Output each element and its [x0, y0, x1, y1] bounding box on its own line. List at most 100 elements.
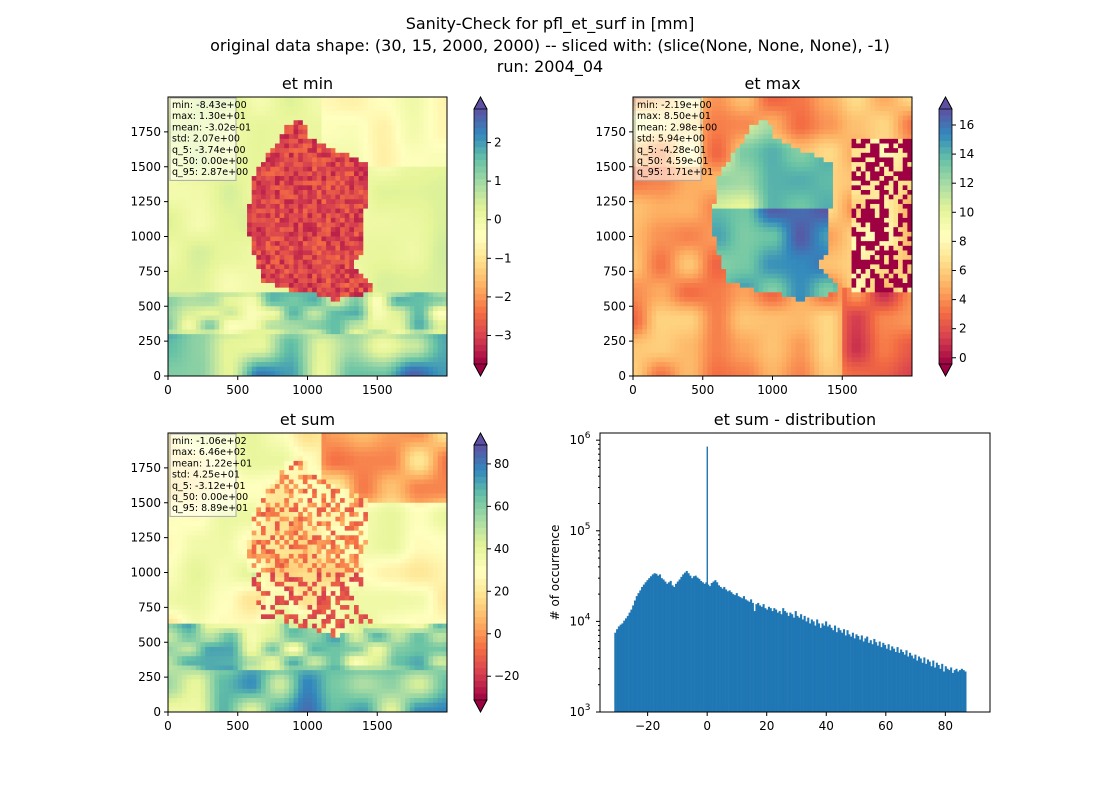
histogram-bar [859, 639, 862, 712]
histogram-bar [667, 582, 670, 712]
histogram-bar [910, 655, 913, 712]
histogram-bar [801, 619, 804, 712]
stats-line: max: 6.46e+02 [172, 447, 246, 458]
histogram-bar [800, 614, 803, 712]
histogram-bar [773, 608, 776, 712]
y-tick-label: 1500 [595, 160, 626, 174]
histogram-bar [755, 604, 758, 712]
histogram-bar [948, 670, 951, 712]
x-tick-label: 1000 [757, 383, 788, 397]
histogram-bar [937, 665, 940, 712]
histogram-bar [885, 648, 888, 712]
x-tick-label: 500 [226, 383, 249, 397]
stats-line: mean: 1.22e+01 [172, 458, 252, 469]
histogram-bar [764, 608, 767, 712]
histogram-bar [719, 586, 722, 712]
heatmap-panel-2: et max 0 500 1000 1500 0 250 500 750 1000 1250 1500… [595, 74, 974, 397]
histogram-bar [767, 606, 770, 712]
histogram-bar [632, 605, 635, 712]
x-tick-label: 0 [164, 719, 172, 733]
histogram-bar [903, 654, 906, 712]
y-tick-label: 104 [569, 612, 590, 628]
histogram-bar [762, 604, 765, 712]
y-tick-label: 1750 [130, 125, 161, 139]
colorbar-frame [473, 96, 488, 377]
stats-box [169, 97, 237, 181]
stats-line: min: -2.19e+00 [637, 100, 712, 111]
histogram-bar [758, 605, 762, 712]
histogram-bar [844, 635, 847, 712]
colorbar-extend-bottom [938, 363, 953, 377]
histogram-bar [676, 581, 679, 712]
histogram-bar [646, 580, 649, 712]
y-tick-label: 1000 [130, 566, 161, 580]
histogram-bar [700, 580, 703, 712]
x-tick-label: 0 [629, 383, 637, 397]
x-tick-label: 1500 [362, 719, 393, 733]
y-tick-label: 1000 [595, 230, 626, 244]
histogram-bar [760, 606, 763, 712]
histogram-bar [662, 579, 665, 712]
heatmap-image [168, 97, 448, 377]
histogram-bar [653, 573, 656, 712]
histogram-bar [932, 660, 935, 712]
histogram-bar [925, 663, 928, 712]
histogram-bar [710, 583, 713, 712]
histogram-bar [728, 590, 731, 712]
colorbar-frame [473, 432, 488, 713]
histogram-bar [867, 642, 871, 712]
histogram-bar [750, 599, 753, 712]
histogram-bar [876, 645, 879, 712]
colorbar-tick-label: 10 [959, 205, 974, 219]
stats-box [634, 97, 702, 181]
stats-line: q_5: -4.28e-01 [637, 145, 706, 156]
colorbar-tick-label: 8 [959, 234, 967, 248]
histogram-bar [687, 573, 690, 712]
colorbar-frame [938, 96, 953, 377]
axes-title: et sum [280, 410, 335, 429]
histogram-bar [626, 615, 629, 712]
histogram-bar [871, 644, 874, 712]
histogram-bar [651, 574, 654, 712]
histogram-bar [691, 578, 694, 712]
histogram-bar [783, 611, 787, 712]
histogram-bar [657, 575, 660, 712]
histogram-bar [619, 624, 622, 712]
histogram-bar [660, 578, 663, 712]
histogram-bar [796, 615, 799, 712]
colorbar-extend-top [938, 96, 953, 110]
histogram-bar [921, 662, 924, 712]
histogram-bar [776, 612, 779, 712]
stats-line: min: -1.06e+02 [172, 436, 247, 447]
y-tick-label: 1250 [130, 195, 161, 209]
histogram-bar [689, 575, 692, 712]
histogram-bar [825, 621, 828, 712]
histogram-bar [630, 609, 633, 712]
colorbar-tick-label: 4 [959, 293, 967, 307]
y-tick-label: 1750 [130, 461, 161, 475]
histogram-bar [637, 593, 640, 712]
heatmap-panel-3: et sum 0 500 1000 1500 0 250 500 750 1000 1250 1500… [130, 410, 519, 733]
colorbar-tick-label: 16 [959, 118, 974, 132]
histogram-bar [633, 600, 637, 712]
histogram-bar [866, 636, 869, 712]
histogram-bar [878, 641, 881, 712]
x-tick-label: 0 [703, 719, 711, 733]
stats-box [169, 433, 237, 517]
histogram-bar [717, 585, 720, 712]
colorbar-extend-bottom [473, 363, 488, 377]
stats-line: min: -8.43e+00 [172, 100, 247, 111]
histogram-bar [732, 594, 735, 712]
histogram-bar [635, 596, 638, 712]
histogram-bar [641, 586, 644, 712]
histogram-bar [787, 615, 790, 712]
stats-line: q_95: 8.89e+01 [172, 503, 248, 514]
histogram-bar [850, 636, 853, 712]
y-tick-label: 250 [138, 670, 161, 684]
histogram-bar [769, 608, 772, 712]
histogram-bar [639, 590, 642, 712]
histogram-bar [819, 627, 822, 712]
histogram-bar [959, 670, 962, 712]
histogram-bar [889, 650, 892, 712]
